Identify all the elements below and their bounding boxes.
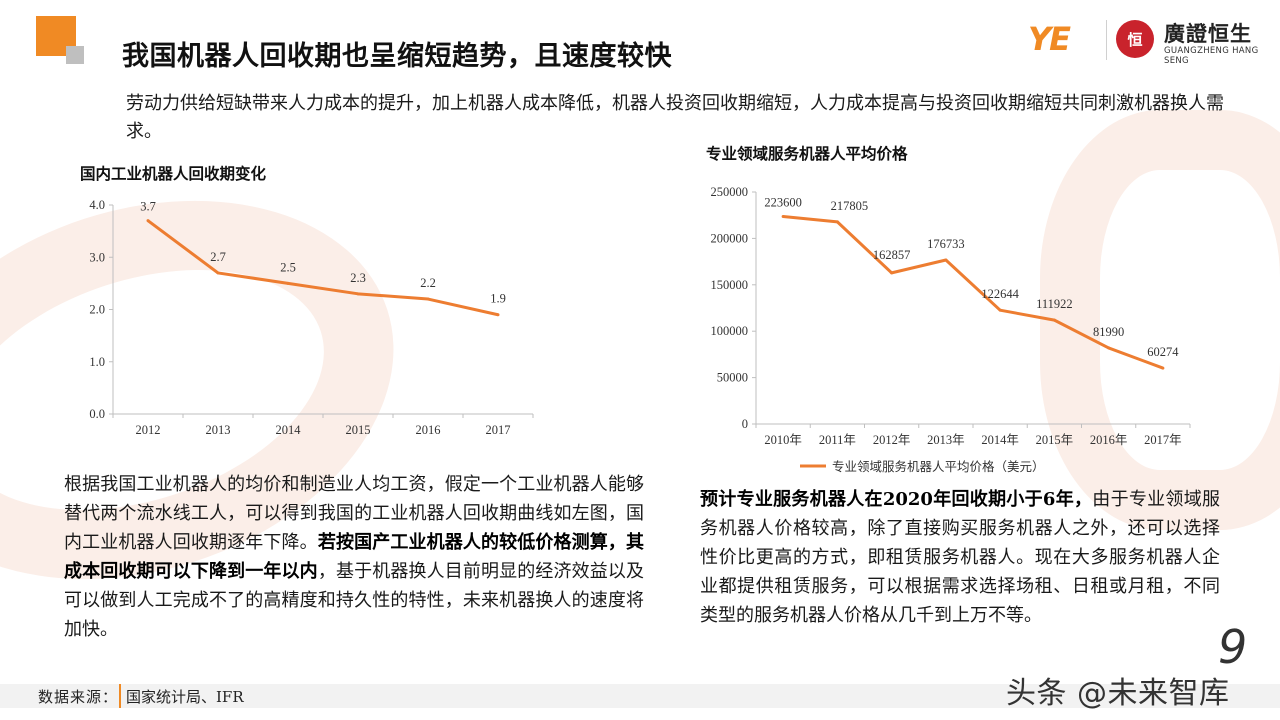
data-label: 122644 bbox=[981, 287, 1019, 301]
source-bar: 数据来源： 国家统计局、IFR bbox=[0, 684, 1280, 708]
ye-logo-mark: YE bbox=[1028, 20, 1071, 58]
data-point bbox=[356, 292, 360, 296]
x-tick-label: 2014 bbox=[276, 423, 302, 437]
y-tick-label: 3.0 bbox=[89, 250, 105, 264]
data-point bbox=[781, 214, 785, 218]
data-label: 2.2 bbox=[420, 276, 436, 290]
data-point bbox=[286, 281, 290, 285]
source-separator bbox=[119, 684, 121, 708]
page-number: 9 bbox=[1218, 620, 1248, 674]
y-tick-label: 4.0 bbox=[89, 198, 105, 212]
data-point bbox=[835, 220, 839, 224]
y-tick-label: 200000 bbox=[711, 231, 749, 245]
brand-name-cn: 廣證恒生 bbox=[1164, 22, 1252, 46]
right-analysis-paragraph: 预计专业服务机器人在2020年回收期小于6年，由于专业领域服务机器人价格较高，除… bbox=[700, 485, 1220, 630]
left-analysis-paragraph: 根据我国工业机器人的均价和制造业人均工资，假定一个工业机器人能够替代两个流水线工… bbox=[64, 470, 644, 644]
x-tick-label: 2015年 bbox=[1036, 433, 1074, 447]
right-para-bold: 预计专业服务机器人在2020年回收期小于6年， bbox=[700, 489, 1093, 510]
data-label: 162857 bbox=[873, 248, 911, 262]
data-label: 1.9 bbox=[490, 292, 506, 306]
y-tick-label: 0 bbox=[742, 417, 748, 431]
data-label: 60274 bbox=[1147, 345, 1179, 359]
source-value: 国家统计局、IFR bbox=[126, 688, 244, 706]
x-tick-label: 2010年 bbox=[764, 433, 802, 447]
data-point bbox=[944, 258, 948, 262]
x-tick-label: 2017 bbox=[486, 423, 511, 437]
left-para-text-1: 根据我国工业机器人的均价和制造业人均工资，假定一个工业机器人能够替代两个流水线工… bbox=[64, 474, 644, 553]
source-label: 数据来源： bbox=[38, 688, 119, 706]
data-point bbox=[216, 271, 220, 275]
data-point bbox=[998, 308, 1002, 312]
brand-name-en: GUANGZHENG HANG SENG bbox=[1164, 46, 1259, 66]
data-label: 3.7 bbox=[140, 200, 156, 214]
gray-logo-square bbox=[66, 46, 84, 64]
data-label: 2.5 bbox=[280, 260, 296, 274]
data-point bbox=[1107, 346, 1111, 350]
brand-seal-icon: 恒 bbox=[1116, 20, 1154, 58]
data-point bbox=[1161, 366, 1165, 370]
x-tick-label: 2012年 bbox=[873, 433, 911, 447]
series-line bbox=[147, 219, 499, 317]
x-tick-label: 2016 bbox=[416, 423, 441, 437]
left-chart-title: 国内工业机器人回收期变化 bbox=[80, 165, 267, 183]
data-label: 81990 bbox=[1093, 325, 1124, 339]
y-tick-label: 150000 bbox=[711, 278, 749, 292]
watermark-text: 头条 @未来智库 bbox=[1006, 676, 1230, 711]
x-tick-label: 2013年 bbox=[927, 433, 965, 447]
x-tick-label: 2012 bbox=[136, 423, 161, 437]
x-tick-label: 2014年 bbox=[981, 433, 1019, 447]
data-point bbox=[890, 271, 894, 275]
brand-logo: YE 恒 廣證恒生 GUANGZHENG HANG SENG bbox=[1028, 14, 1268, 66]
brand-divider bbox=[1106, 20, 1107, 60]
right-para-text: 由于专业领域服务机器人价格较高，除了直接购买服务机器人之外，还可以选择性价比更高… bbox=[700, 489, 1220, 626]
data-point bbox=[496, 313, 500, 317]
data-point bbox=[1052, 318, 1056, 322]
y-tick-label: 1.0 bbox=[89, 355, 105, 369]
data-label: 111922 bbox=[1036, 297, 1073, 311]
data-point bbox=[426, 297, 430, 301]
intro-paragraph: 劳动力供给短缺带来人力成本的提升，加上机器人成本降低，机器人投资回收期缩短，人力… bbox=[126, 93, 1224, 142]
data-label: 2.7 bbox=[210, 250, 226, 264]
data-label: 217805 bbox=[831, 199, 869, 213]
slide-title: 我国机器人回收期也呈缩短趋势，且速度较快 bbox=[122, 41, 672, 72]
x-tick-label: 2015 bbox=[346, 423, 371, 437]
x-tick-label: 2016年 bbox=[1090, 433, 1128, 447]
data-point bbox=[146, 219, 150, 223]
left-para-bold: 若按国产工业机器人的较低价格测算，其成本回收期可以下降到一年以内 bbox=[64, 532, 645, 582]
y-tick-label: 250000 bbox=[711, 185, 749, 199]
x-tick-label: 2011年 bbox=[819, 433, 856, 447]
payback-period-chart: 0.0 1.0 2.0 3.0 4.0 2012 2013 2014 2015 2016 2017 3… bbox=[89, 198, 534, 437]
data-label: 223600 bbox=[764, 195, 802, 209]
data-label: 2.3 bbox=[350, 271, 366, 285]
data-label: 176733 bbox=[927, 237, 965, 251]
x-tick-label: 2017年 bbox=[1144, 433, 1182, 447]
y-tick-label: 0.0 bbox=[89, 407, 105, 421]
right-chart-title: 专业领域服务机器人平均价格 bbox=[706, 145, 908, 163]
series-line bbox=[782, 215, 1164, 370]
left-para-text-2: ，基于机器换人目前明显的经济效益以及可以做到人工完成不了的高精度和持久性的特性，… bbox=[64, 561, 645, 640]
y-tick-label: 100000 bbox=[711, 324, 749, 338]
legend-label: 专业领域服务机器人平均价格（美元） bbox=[832, 459, 1045, 474]
y-tick-label: 50000 bbox=[717, 371, 748, 385]
x-tick-label: 2013 bbox=[206, 423, 231, 437]
y-tick-label: 2.0 bbox=[89, 303, 105, 317]
service-robot-price-chart: 0 50000 100000 150000 200000 250000 2010年 2011年… bbox=[711, 185, 1191, 474]
